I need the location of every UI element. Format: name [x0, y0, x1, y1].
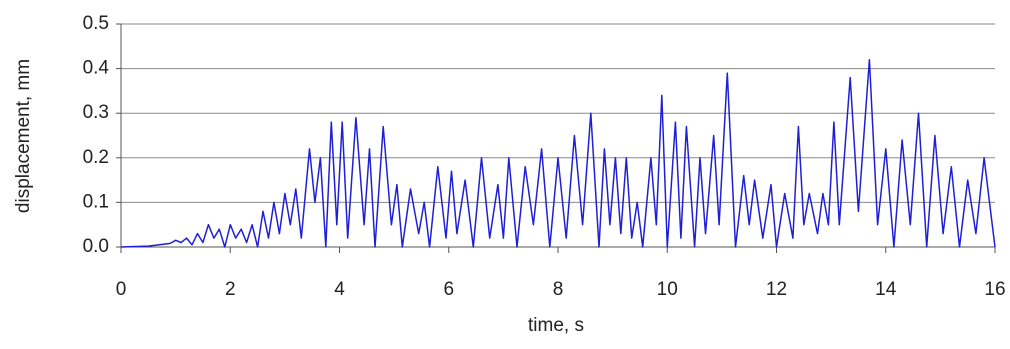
x-tick-label: 14 [875, 279, 897, 300]
x-tick-label: 16 [984, 279, 1005, 300]
y-axis-label: displacement, mm [13, 59, 34, 213]
x-tick-label: 10 [657, 279, 678, 300]
data-line [120, 58, 996, 248]
x-tick-label: 2 [225, 279, 236, 300]
x-tick-label: 12 [766, 279, 787, 300]
x-axis-label: time, s [528, 315, 584, 336]
y-tick-label: 0.3 [83, 102, 109, 123]
x-tick-label: 6 [443, 279, 454, 300]
y-tick-label: 0.5 [83, 13, 109, 34]
x-tick-label: 0 [116, 279, 127, 300]
y-tick-label: 0.2 [83, 147, 109, 168]
x-tick-label: 8 [553, 279, 564, 300]
y-tick-label: 0.0 [83, 236, 109, 257]
y-tick-label: 0.4 [83, 58, 110, 79]
y-tick-label: 0.1 [83, 191, 109, 212]
x-tick-label: 4 [334, 279, 345, 300]
